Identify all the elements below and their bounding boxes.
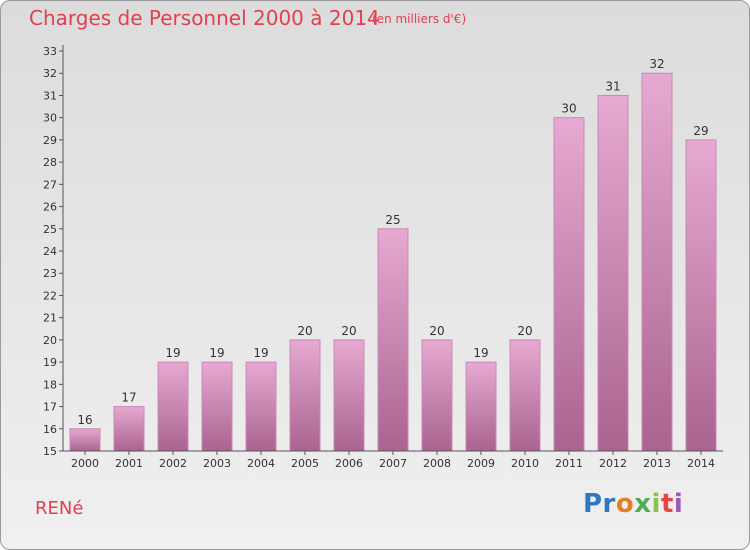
- x-tick-label: 2007: [379, 457, 407, 470]
- bar: [421, 339, 453, 452]
- x-tick-label: 2003: [203, 457, 231, 470]
- bar: [377, 228, 409, 452]
- bar: [597, 94, 629, 452]
- logo-part: Pr: [583, 489, 616, 519]
- logo-part: i: [651, 489, 661, 519]
- y-tick-label: 27: [43, 178, 57, 191]
- bar-value-label: 29: [693, 124, 708, 138]
- x-tick-label: 2010: [511, 457, 539, 470]
- bar: [641, 72, 673, 452]
- y-tick-label: 20: [43, 334, 57, 347]
- y-tick-label: 22: [43, 289, 57, 302]
- x-tick-label: 2002: [159, 457, 187, 470]
- y-tick-label: 23: [43, 267, 57, 280]
- y-tick-label: 18: [43, 378, 57, 391]
- x-tick-label: 2014: [687, 457, 715, 470]
- y-tick-label: 31: [43, 89, 57, 102]
- bar-value-label: 17: [121, 391, 136, 405]
- bar: [509, 339, 541, 452]
- y-tick-label: 26: [43, 201, 57, 214]
- y-tick-label: 29: [43, 134, 57, 147]
- logo-part: t: [660, 489, 674, 519]
- x-tick-label: 2001: [115, 457, 143, 470]
- bar: [245, 361, 277, 452]
- bar: [289, 339, 321, 452]
- bar: [69, 428, 101, 452]
- bar-value-label: 32: [649, 57, 664, 71]
- x-tick-label: 2012: [599, 457, 627, 470]
- y-tick-label: 28: [43, 156, 57, 169]
- x-tick-label: 2006: [335, 457, 363, 470]
- bar-value-label: 20: [341, 324, 356, 338]
- bar-value-label: 19: [209, 346, 224, 360]
- bar-value-label: 19: [165, 346, 180, 360]
- y-tick-label: 17: [43, 401, 57, 414]
- bar-value-label: 19: [253, 346, 268, 360]
- bar: [113, 406, 145, 452]
- bar: [333, 339, 365, 452]
- proxiti-logo: Proxiti: [583, 489, 683, 519]
- chart-title: Charges de Personnel 2000 à 2014: [29, 6, 380, 30]
- y-tick-label: 15: [43, 445, 57, 458]
- y-tick-label: 16: [43, 423, 57, 436]
- x-tick-label: 2008: [423, 457, 451, 470]
- y-tick-label: 30: [43, 112, 57, 125]
- x-tick-label: 2011: [555, 457, 583, 470]
- x-tick-label: 2009: [467, 457, 495, 470]
- y-tick-label: 24: [43, 245, 57, 258]
- bar-value-label: 19: [473, 346, 488, 360]
- logo-part: x: [634, 489, 652, 519]
- bar: [685, 139, 717, 452]
- bar-value-label: 25: [385, 213, 400, 227]
- bar-value-label: 16: [77, 413, 92, 427]
- bar-value-label: 30: [561, 102, 576, 116]
- bar-value-label: 31: [605, 79, 620, 93]
- y-tick-label: 25: [43, 223, 57, 236]
- bar-value-label: 20: [429, 324, 444, 338]
- logo-part: i: [673, 489, 684, 519]
- bar: [465, 361, 497, 452]
- bar: [157, 361, 189, 452]
- x-tick-label: 2000: [71, 457, 99, 470]
- bar: [201, 361, 233, 452]
- x-tick-label: 2004: [247, 457, 275, 470]
- y-tick-label: 32: [43, 67, 57, 80]
- logo-part: o: [615, 489, 635, 519]
- y-tick-label: 33: [43, 45, 57, 58]
- bar-value-label: 20: [297, 324, 312, 338]
- x-tick-label: 2013: [643, 457, 671, 470]
- commune-name: RENé: [35, 498, 84, 519]
- bar: [553, 117, 585, 452]
- bar-value-label: 20: [517, 324, 532, 338]
- y-tick-label: 19: [43, 356, 57, 369]
- x-tick-label: 2005: [291, 457, 319, 470]
- y-tick-label: 21: [43, 312, 57, 325]
- chart-subtitle: (en milliers d'€): [372, 12, 467, 26]
